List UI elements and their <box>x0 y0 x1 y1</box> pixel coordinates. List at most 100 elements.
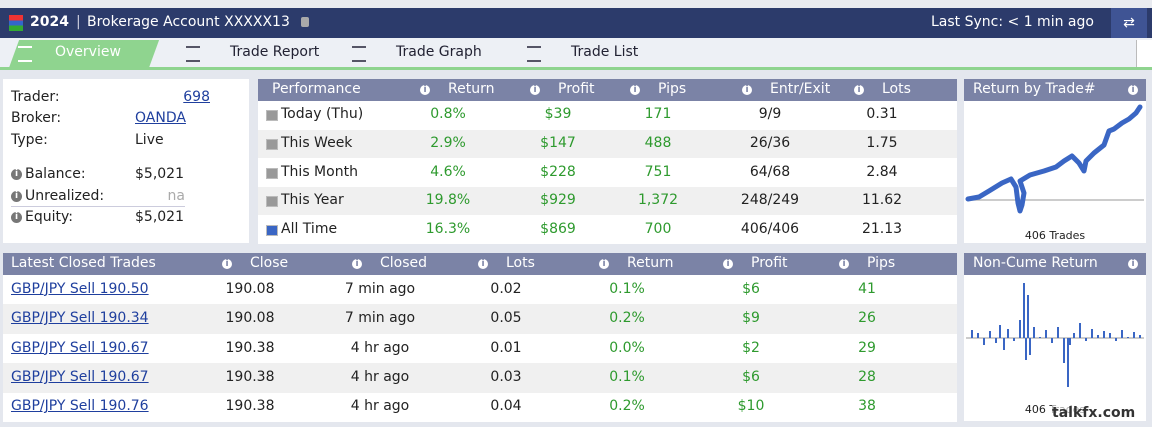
info-icon[interactable]: i <box>1128 259 1138 269</box>
cell: 700 <box>644 220 672 237</box>
account-name: Brokerage Account XXXXX13 <box>87 14 290 30</box>
cell: 0.2% <box>609 398 645 415</box>
cell: 2.84 <box>866 163 898 180</box>
row-label[interactable]: GBP/JPY Sell 190.50 <box>11 280 149 297</box>
column-header[interactable]: Profit <box>558 81 595 97</box>
info-icon[interactable]: i <box>352 259 362 269</box>
cell: $2 <box>742 339 760 356</box>
column-header[interactable]: Close <box>250 255 289 271</box>
row-icon <box>266 224 278 236</box>
field-value[interactable]: OANDA <box>135 110 186 126</box>
panel-caption: 406 Trades <box>1024 229 1086 242</box>
row-icon <box>266 167 278 179</box>
cell: 38 <box>858 398 876 415</box>
closed-trades-table: Latest Closed Trades i Close i Closed i Lots i R… <box>3 253 957 422</box>
column-header[interactable]: Return <box>627 255 674 271</box>
table-header: Performance i Return i Profit i Pips i Entr/Exit… <box>258 79 957 101</box>
table-row <box>3 275 957 305</box>
info-icon[interactable]: i <box>1128 85 1138 95</box>
table-row <box>258 186 957 216</box>
cell: 4 hr ago <box>350 339 410 356</box>
column-header[interactable]: Pips <box>867 255 896 271</box>
info-icon[interactable]: i <box>839 259 849 269</box>
field-value: $5,021 <box>135 166 184 182</box>
row-label[interactable]: GBP/JPY Sell 190.34 <box>11 310 149 327</box>
return-by-trade-panel: Return by Trade# i 406 Trades <box>964 79 1146 243</box>
tab[interactable]: Trade Report <box>230 44 320 60</box>
tab[interactable]: Trade Graph <box>396 44 482 60</box>
field-label: Balance: <box>25 166 86 182</box>
non-cume-sparkline <box>966 283 1144 387</box>
info-icon[interactable]: i <box>854 85 864 95</box>
tab[interactable]: Trade List <box>571 44 639 60</box>
column-header[interactable]: Return <box>448 81 495 97</box>
cell: 248/249 <box>740 192 800 209</box>
table-row <box>258 129 957 159</box>
cell: 7 min ago <box>344 310 416 327</box>
cell: $147 <box>540 134 576 151</box>
table-header: Latest Closed Trades i Close i Closed i Lots i R… <box>3 253 957 275</box>
cell: 0.2% <box>609 310 645 327</box>
tab-icon <box>18 46 32 62</box>
sync-button[interactable]: ⇄ <box>1111 8 1147 38</box>
info-icon[interactable]: i <box>630 85 640 95</box>
column-header[interactable]: Pips <box>658 81 687 97</box>
cell: 0.31 <box>866 106 898 123</box>
info-icon[interactable]: i <box>742 85 752 95</box>
table-row <box>3 333 957 364</box>
row-label: This Month <box>281 163 358 180</box>
table-row <box>3 304 957 334</box>
info-icon[interactable]: i <box>723 259 733 269</box>
cell: 2.9% <box>430 134 466 151</box>
column-header[interactable]: Entr/Exit <box>770 81 831 97</box>
cell: 28 <box>858 368 876 385</box>
info-icon[interactable]: i <box>11 169 22 180</box>
column-header[interactable]: Closed <box>380 255 428 271</box>
watermark: talkfx.com <box>1052 405 1136 421</box>
field-value: Live <box>135 132 164 148</box>
panel-title: Return by Trade# <box>973 81 1096 97</box>
panel-header: Return by Trade# i <box>964 79 1146 101</box>
tab-icon <box>352 46 366 62</box>
table-row <box>3 392 957 422</box>
row-label[interactable]: GBP/JPY Sell 190.67 <box>11 339 149 356</box>
tab-more[interactable] <box>1136 40 1152 67</box>
row-icon <box>266 138 278 150</box>
field-value[interactable]: 698 <box>183 89 210 105</box>
cell: 0.1% <box>609 368 645 385</box>
info-icon[interactable]: i <box>11 212 22 223</box>
cell: 190.38 <box>225 368 275 385</box>
cell: 26/36 <box>749 134 791 151</box>
field-label: Broker: <box>11 110 62 126</box>
logo <box>9 15 23 31</box>
info-icon[interactable]: i <box>420 85 430 95</box>
cell: 190.38 <box>225 398 275 415</box>
cumulative-line <box>965 104 1143 214</box>
info-icon[interactable]: i <box>222 259 232 269</box>
cell: 4 hr ago <box>350 398 410 415</box>
field-value: na <box>167 188 185 204</box>
panel-title: Non-Cume Return <box>973 255 1098 271</box>
tab-icon <box>186 46 200 62</box>
row-label: This Year <box>281 192 344 209</box>
info-icon[interactable]: i <box>478 259 488 269</box>
cell: $929 <box>540 192 576 209</box>
tab[interactable]: Overview <box>55 44 121 60</box>
column-header[interactable]: Lots <box>882 81 911 97</box>
info-icon[interactable]: i <box>599 259 609 269</box>
tab-icon <box>527 46 541 62</box>
column-header[interactable]: Lots <box>506 255 535 271</box>
title-bar: 2024 | Brokerage Account XXXXX13 Last Sy… <box>0 8 1152 38</box>
info-icon[interactable]: i <box>11 191 22 202</box>
divider <box>11 206 185 207</box>
cell: $6 <box>742 368 760 385</box>
cell: 171 <box>644 106 672 123</box>
row-label[interactable]: GBP/JPY Sell 190.76 <box>11 398 149 415</box>
cell: 1,372 <box>637 192 679 209</box>
cell: 64/68 <box>749 163 791 180</box>
cell: 41 <box>858 280 876 297</box>
column-header[interactable]: Profit <box>751 255 788 271</box>
row-label[interactable]: GBP/JPY Sell 190.67 <box>11 368 149 385</box>
info-icon[interactable]: i <box>530 85 540 95</box>
sync-status: Last Sync: < 1 min ago <box>931 14 1094 30</box>
